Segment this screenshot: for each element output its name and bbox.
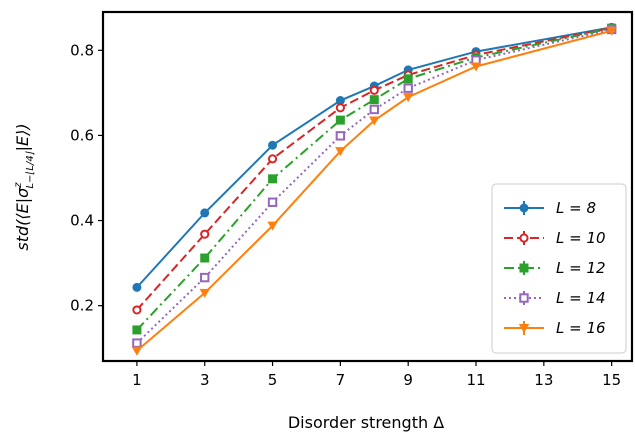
- series-line: [136, 28, 612, 344]
- x-axis-label: Disorder strength Δ: [288, 413, 444, 432]
- legend-marker: [519, 203, 529, 213]
- x-tick-label: 7: [336, 371, 346, 389]
- data-point: [369, 104, 379, 115]
- data-point: [132, 325, 142, 335]
- y-axis-label-sup: z: [13, 182, 24, 189]
- legend-marker: [519, 233, 529, 243]
- data-point: [200, 229, 210, 239]
- data-point: [200, 272, 210, 283]
- data-point: [369, 116, 380, 126]
- legend-label: L = 10: [556, 229, 606, 247]
- data-point: [132, 282, 142, 292]
- data-point: [131, 346, 143, 356]
- legend-marker: [519, 263, 529, 273]
- x-tick-label: 3: [200, 371, 210, 389]
- x-tick-label: 15: [602, 371, 621, 389]
- legend-frame: [491, 183, 627, 354]
- data-point: [267, 197, 278, 207]
- data-point: [606, 26, 617, 36]
- plot-layer: 1 3 5 7 9 11 13 150.20.40.60.8: [70, 10, 634, 389]
- series-line: [136, 26, 612, 289]
- y-tick-label: 0.8: [70, 41, 94, 59]
- y-axis-label-sub: L−⌊L/4⌋: [25, 151, 36, 188]
- legend-label: L = 8: [556, 199, 596, 217]
- legend-label: L = 12: [556, 259, 606, 277]
- data-point: [268, 174, 278, 184]
- y-axis-label-suffix: |E⟩): [13, 123, 32, 151]
- legend-label: L = 14: [556, 289, 606, 307]
- data-point: [403, 83, 413, 93]
- y-axis-label-prefix: std(⟨E|σ: [13, 187, 32, 251]
- x-tick-label: 13: [534, 371, 553, 389]
- legend-label: L = 16: [556, 319, 606, 337]
- y-axis-label: std(⟨E|σzL−⌊L/4⌋|E⟩): [13, 123, 36, 250]
- data-point: [369, 85, 379, 95]
- data-point: [132, 338, 142, 348]
- data-point: [335, 147, 346, 157]
- legend-marker: [518, 324, 530, 333]
- legend-marker: [519, 293, 529, 303]
- data-point: [200, 253, 210, 263]
- y-tick-label: 0.4: [70, 212, 94, 230]
- data-point: [132, 305, 142, 315]
- x-tick-label: 9: [403, 371, 413, 389]
- data-point: [335, 115, 345, 125]
- x-tick-label: 11: [466, 371, 485, 389]
- legend: L = 8 L = 10 L = 12 L = 14 L = 16: [491, 183, 627, 354]
- data-point: [200, 208, 210, 218]
- data-point: [335, 96, 345, 106]
- y-tick-label: 0.6: [70, 126, 94, 144]
- data-point: [268, 140, 278, 150]
- data-point: [267, 154, 278, 164]
- y-tick-label: 0.2: [70, 297, 94, 315]
- series-line: [136, 26, 612, 311]
- data-point: [335, 131, 346, 141]
- data-point: [335, 103, 345, 113]
- data-point: [267, 221, 278, 231]
- x-tick-label: 5: [268, 371, 278, 389]
- data-point: [199, 288, 210, 298]
- plot-frame: [101, 10, 634, 363]
- data-point: [402, 93, 414, 103]
- data-point: [470, 62, 482, 72]
- data-point: [403, 74, 413, 84]
- x-tick-label: 1: [132, 371, 142, 389]
- series-line: [136, 29, 612, 352]
- data-point: [369, 95, 379, 105]
